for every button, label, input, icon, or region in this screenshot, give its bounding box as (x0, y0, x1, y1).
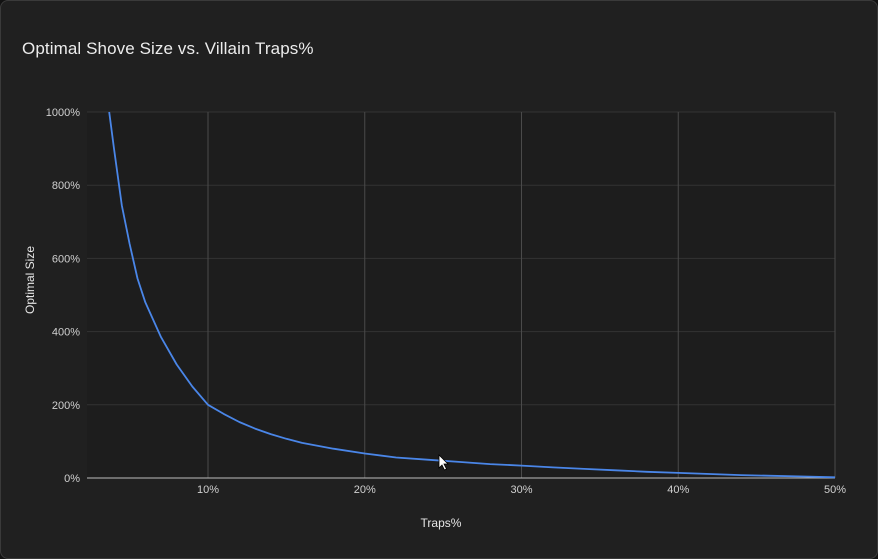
x-tick-label: 10% (197, 484, 219, 496)
plot-area (87, 112, 835, 478)
y-tick-label: 600% (52, 253, 80, 265)
y-axis-label: Optimal Size (23, 246, 37, 314)
x-tick-label: 40% (667, 484, 689, 496)
chart-title: Optimal Shove Size vs. Villain Traps% (22, 39, 314, 58)
x-tick-label: 50% (824, 484, 846, 496)
y-tick-label: 1000% (46, 107, 80, 119)
series-line (108, 111, 836, 479)
x-tick-label: 20% (354, 484, 376, 496)
x-axis-label: Traps% (421, 516, 462, 530)
x-tick-label: 30% (510, 484, 532, 496)
mouse-cursor-icon (438, 454, 449, 471)
y-tick-label: 400% (52, 327, 80, 339)
y-tick-label: 200% (52, 400, 80, 412)
y-tick-label: 800% (52, 180, 80, 192)
y-tick-label: 0% (64, 473, 80, 485)
